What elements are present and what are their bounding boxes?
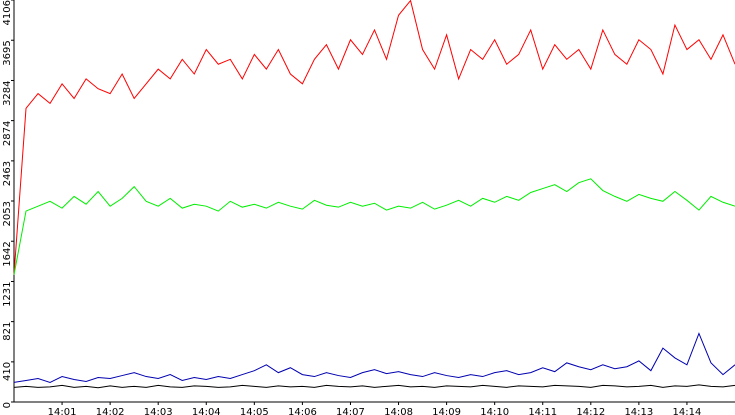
x-tick-label: 14:08 — [384, 407, 413, 415]
x-tick-label: 14:01 — [48, 407, 77, 415]
y-tick-label: 821 — [2, 322, 13, 341]
y-tick-label: 3695 — [2, 40, 13, 65]
x-tick-label: 14:02 — [96, 407, 125, 415]
y-tick-label: 410 — [2, 362, 13, 381]
x-tick-label: 14:03 — [144, 407, 173, 415]
x-tick-label: 14:09 — [432, 407, 461, 415]
x-tick-label: 14:06 — [288, 407, 317, 415]
series-line — [13, 178, 735, 275]
x-tick-label: 14:13 — [624, 407, 653, 415]
x-tick-label: 14:12 — [576, 407, 605, 415]
x-tick-label: 14:05 — [240, 407, 269, 415]
y-tick-label: 1231 — [2, 281, 13, 306]
x-tick-label: 14:04 — [192, 407, 221, 415]
y-tick-label: 2463 — [2, 161, 13, 186]
x-tick-label: 14:11 — [528, 407, 557, 415]
x-tick-label: 14:10 — [480, 407, 509, 415]
y-tick-label: 3284 — [2, 80, 13, 105]
x-tick-label: 14:14 — [673, 407, 702, 415]
x-tick-label: 14:07 — [336, 407, 365, 415]
y-tick-label: 0 — [2, 402, 13, 408]
series-line — [13, 384, 735, 389]
series-line — [13, 0, 735, 275]
y-tick-label: 1642 — [2, 241, 13, 266]
series-line — [13, 332, 735, 383]
y-tick-label: 2053 — [2, 201, 13, 226]
y-tick-label: 2874 — [2, 121, 13, 146]
y-tick-label: 4106 — [2, 0, 13, 25]
